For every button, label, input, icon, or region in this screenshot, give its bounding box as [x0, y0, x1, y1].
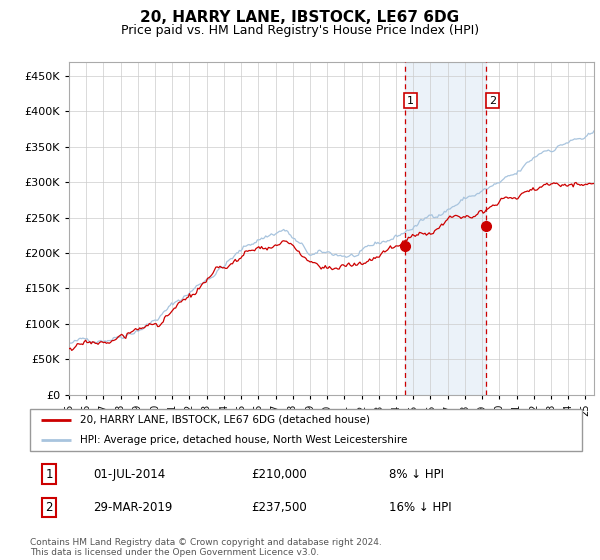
- Bar: [404, 62, 487, 395]
- Text: £210,000: £210,000: [251, 468, 307, 480]
- Text: 8% ↓ HPI: 8% ↓ HPI: [389, 468, 444, 480]
- Text: 29-MAR-2019: 29-MAR-2019: [94, 501, 173, 514]
- Text: Price paid vs. HM Land Registry's House Price Index (HPI): Price paid vs. HM Land Registry's House …: [121, 24, 479, 36]
- Text: 20, HARRY LANE, IBSTOCK, LE67 6DG: 20, HARRY LANE, IBSTOCK, LE67 6DG: [140, 10, 460, 25]
- Text: 1: 1: [46, 468, 53, 480]
- Text: 20, HARRY LANE, IBSTOCK, LE67 6DG (detached house): 20, HARRY LANE, IBSTOCK, LE67 6DG (detac…: [80, 415, 370, 424]
- FancyBboxPatch shape: [30, 409, 582, 451]
- Text: £237,500: £237,500: [251, 501, 307, 514]
- Text: Contains HM Land Registry data © Crown copyright and database right 2024.
This d: Contains HM Land Registry data © Crown c…: [30, 538, 382, 557]
- Text: 2: 2: [489, 96, 496, 106]
- Text: 01-JUL-2014: 01-JUL-2014: [94, 468, 166, 480]
- Text: 1: 1: [407, 96, 414, 106]
- Text: 2: 2: [46, 501, 53, 514]
- Text: 16% ↓ HPI: 16% ↓ HPI: [389, 501, 451, 514]
- Text: HPI: Average price, detached house, North West Leicestershire: HPI: Average price, detached house, Nort…: [80, 435, 407, 445]
